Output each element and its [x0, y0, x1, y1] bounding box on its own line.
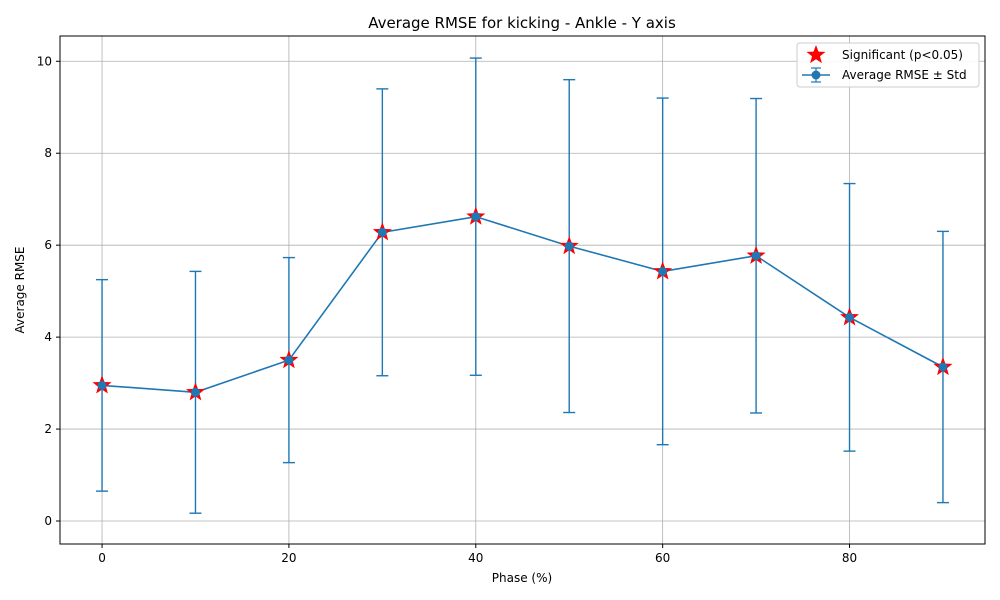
y-tick-label: 8: [44, 146, 52, 160]
y-tick-label: 2: [44, 422, 52, 436]
series-line: [101, 215, 944, 394]
x-tick-label: 80: [842, 551, 857, 565]
data-point: [377, 227, 387, 237]
y-ticks: 0 2 4 6 8 10: [37, 54, 60, 528]
data-point: [284, 355, 294, 365]
legend-dot-icon: [811, 70, 821, 80]
y-tick-label: 10: [37, 54, 52, 68]
plot-frame: [59, 35, 986, 545]
data-point: [97, 380, 107, 390]
y-tick-label: 0: [44, 514, 52, 528]
chart-title: Average RMSE for kicking - Ankle - Y axi…: [368, 14, 676, 32]
data-point: [190, 387, 200, 397]
legend: Significant (p<0.05) Average RMSE ± Std: [796, 42, 980, 88]
legend-significant-label: Significant (p<0.05): [842, 48, 963, 62]
legend-box: [796, 42, 980, 88]
data-point: [845, 312, 855, 322]
x-tick-label: 0: [98, 551, 106, 565]
x-ticks: 0 20 40 60 80: [98, 544, 857, 565]
y-axis-label: Average RMSE: [13, 247, 27, 334]
data-point: [471, 212, 481, 222]
error-bars: [96, 57, 949, 514]
data-point: [564, 241, 574, 251]
data-point: [938, 362, 948, 372]
x-tick-label: 20: [281, 551, 296, 565]
x-axis-label: Phase (%): [492, 571, 552, 585]
markers: [92, 206, 953, 401]
legend-average-label: Average RMSE ± Std: [842, 68, 967, 82]
data-point: [658, 266, 668, 276]
grid: [60, 36, 985, 544]
y-tick-label: 4: [44, 330, 52, 344]
data-point: [751, 251, 761, 261]
x-tick-label: 40: [468, 551, 483, 565]
x-tick-label: 60: [655, 551, 670, 565]
y-tick-label: 6: [44, 238, 52, 252]
legend-star-icon: [806, 45, 826, 64]
